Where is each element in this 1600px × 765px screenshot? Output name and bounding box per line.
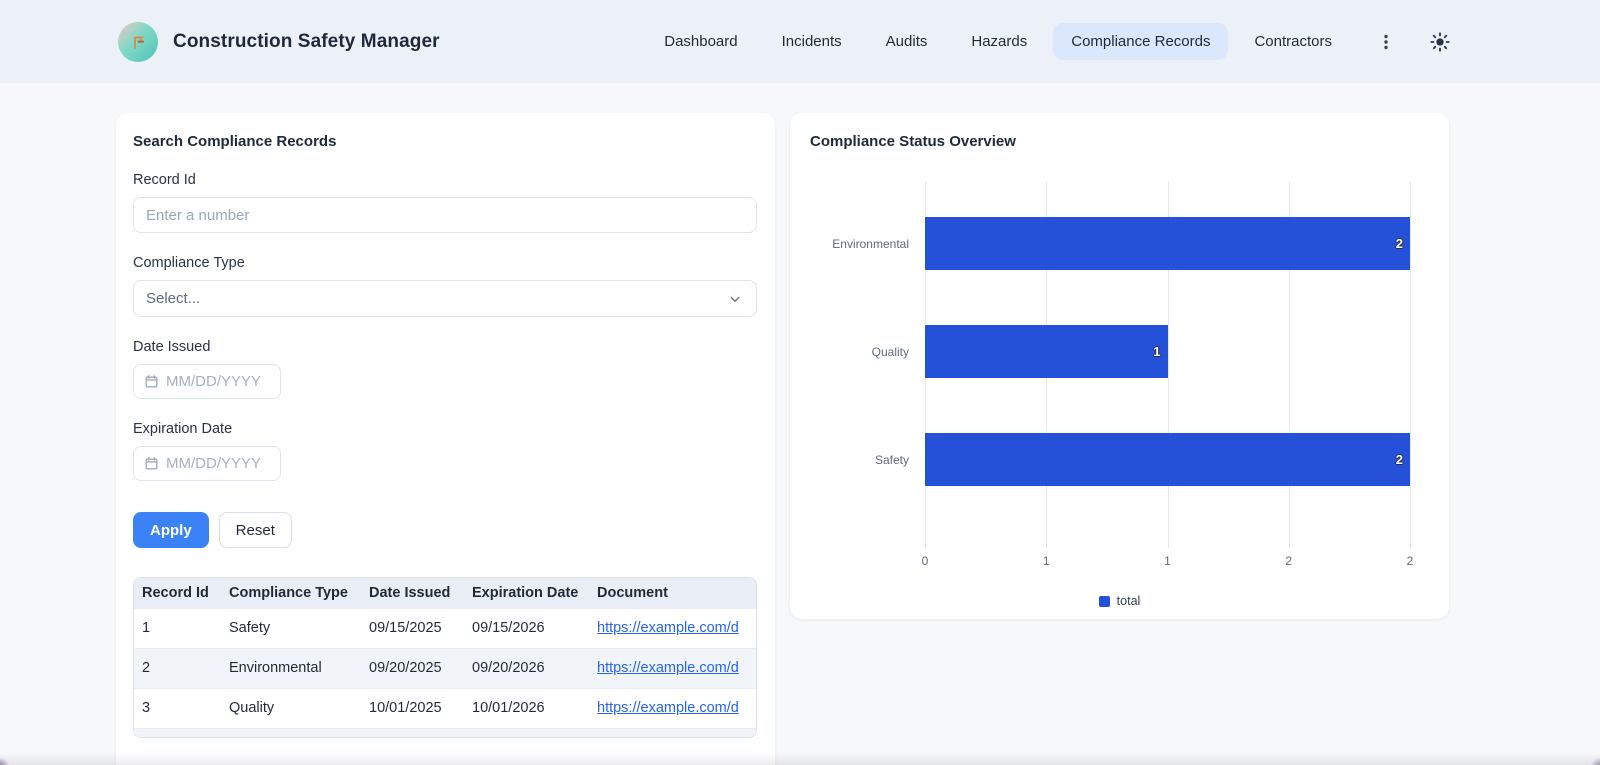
bar-environmental[interactable]: 2 bbox=[925, 217, 1410, 270]
chart-plot-area: 2 1 2 0 1 1 2 2 bbox=[921, 182, 1414, 570]
table-header-row: Record Id Compliance Type Date Issued Expir… bbox=[134, 578, 756, 608]
table-row: 3 Quality 10/01/2025 10/01/2026 https://exam… bbox=[134, 687, 756, 728]
bar-row-environmental: 2 bbox=[925, 190, 1410, 298]
record-id-field-group: Record Id bbox=[133, 172, 758, 233]
x-tick-label: 1 bbox=[1164, 554, 1171, 568]
chart-x-axis: 0 1 1 2 2 bbox=[921, 554, 1414, 570]
cell: 09/20/2026 bbox=[464, 647, 589, 688]
chart-y-axis-labels: Environmental Quality Safety bbox=[810, 190, 925, 570]
expiration-date-input[interactable] bbox=[166, 455, 266, 472]
nav-item-dashboard[interactable]: Dashboard bbox=[664, 33, 738, 50]
table-row: 1 Safety 09/15/2025 09/15/2026 https://examp… bbox=[134, 607, 756, 648]
brand: Construction Safety Manager bbox=[118, 21, 440, 62]
cell: 1 bbox=[134, 607, 221, 648]
document-link[interactable]: https://example.com/d bbox=[597, 620, 739, 636]
bar-value-label: 2 bbox=[1395, 452, 1403, 467]
x-tick-label: 1 bbox=[1042, 554, 1050, 568]
column-header-compliance-type: Compliance Type bbox=[221, 578, 361, 608]
chart-gridline bbox=[1167, 182, 1169, 548]
bar-quality[interactable]: 1 bbox=[925, 325, 1168, 378]
compliance-type-selected-value: Select... bbox=[146, 290, 201, 307]
record-id-input[interactable] bbox=[133, 197, 757, 233]
cell: 3 bbox=[134, 687, 221, 728]
main-nav: Dashboard Incidents Audits Hazards Complianc… bbox=[646, 23, 1350, 60]
x-tick-label: 0 bbox=[921, 554, 929, 568]
expiration-date-label: Expiration Date bbox=[133, 421, 233, 437]
nav-item-audits[interactable]: Audits bbox=[885, 33, 928, 50]
nav-item-incidents[interactable]: Incidents bbox=[781, 33, 842, 50]
cell: 09/15/2025 bbox=[361, 607, 464, 648]
apply-button[interactable]: Apply bbox=[133, 512, 209, 548]
bar-row-safety: 2 bbox=[925, 406, 1410, 514]
compliance-records-table: Record Id Compliance Type Date Issued Expir… bbox=[134, 578, 756, 737]
nav-item-hazards[interactable]: Hazards bbox=[971, 33, 1028, 50]
cell: Safety bbox=[221, 607, 361, 648]
table-row: 2 Environmental 09/20/2025 09/20/2026 https:… bbox=[134, 647, 756, 688]
column-header-record-id: Record Id bbox=[134, 578, 221, 608]
chart-gridline bbox=[1410, 182, 1411, 548]
date-issued-label: Date Issued bbox=[133, 339, 211, 355]
crane-icon bbox=[134, 36, 144, 49]
reset-button[interactable]: Reset bbox=[218, 512, 292, 548]
sun-icon bbox=[1430, 31, 1450, 52]
column-header-document: Document bbox=[589, 578, 756, 608]
legend-swatch-total bbox=[1098, 595, 1110, 607]
x-tick-label: 2 bbox=[1285, 554, 1293, 568]
y-axis-label-safety: Safety bbox=[874, 453, 909, 467]
column-header-expiration-date: Expiration Date bbox=[464, 578, 589, 608]
cell: 09/20/2025 bbox=[361, 647, 464, 688]
bar-value-label: 2 bbox=[1395, 236, 1403, 251]
expiration-date-datebox bbox=[133, 446, 281, 481]
document-link[interactable]: https://example.com/d bbox=[597, 700, 739, 716]
chart-title: Compliance Status Overview bbox=[810, 133, 1016, 150]
expiration-date-field-group: Expiration Date bbox=[133, 421, 758, 481]
calendar-icon bbox=[145, 375, 158, 388]
cell: Environmental bbox=[221, 647, 361, 688]
y-axis-label-environmental: Environmental bbox=[832, 237, 909, 251]
filter-buttons: Apply Reset bbox=[133, 512, 758, 548]
cell: Quality bbox=[221, 687, 361, 728]
date-issued-field-group: Date Issued bbox=[133, 339, 758, 399]
bar-safety[interactable]: 2 bbox=[925, 433, 1410, 486]
date-issued-datebox bbox=[133, 364, 281, 399]
y-axis-label-quality: Quality bbox=[871, 345, 909, 359]
cell-document: https://example.com/d bbox=[589, 687, 756, 728]
theme-toggle-button[interactable] bbox=[1426, 28, 1454, 56]
cell-document: https://example.com/d bbox=[589, 607, 756, 648]
compliance-type-select[interactable]: Select... bbox=[133, 280, 757, 317]
app-logo bbox=[118, 21, 158, 62]
document-link[interactable]: https://example.com/d bbox=[597, 660, 739, 676]
chevron-down-icon bbox=[730, 296, 740, 302]
column-header-date-issued: Date Issued bbox=[361, 578, 464, 608]
calendar-icon bbox=[145, 457, 158, 470]
chart-legend: total bbox=[810, 594, 1429, 608]
bar-chart: Environmental Quality Safety 2 1 2 0 1 1 2 2 bbox=[810, 182, 1429, 570]
search-card-title: Search Compliance Records bbox=[133, 133, 337, 150]
cell-document: https://example.com/d bbox=[589, 647, 756, 688]
chart-gridline bbox=[1288, 182, 1290, 548]
record-id-label: Record Id bbox=[133, 172, 196, 188]
cell: 10/01/2025 bbox=[361, 687, 464, 728]
compliance-type-label: Compliance Type bbox=[133, 255, 245, 271]
compliance-chart-card: Compliance Status Overview Environmental… bbox=[790, 113, 1449, 619]
table-row-partial bbox=[134, 727, 756, 737]
compliance-records-table-wrap: Record Id Compliance Type Date Issued Expir… bbox=[133, 577, 757, 738]
cell: 10/01/2026 bbox=[464, 687, 589, 728]
x-tick-label: 2 bbox=[1406, 554, 1414, 568]
search-compliance-card: Search Compliance Records Record Id Comp… bbox=[116, 113, 775, 765]
bar-row-quality: 1 bbox=[925, 298, 1410, 406]
app-title: Construction Safety Manager bbox=[173, 30, 440, 52]
overflow-menu-button[interactable] bbox=[1372, 28, 1400, 56]
nav-extra bbox=[1372, 28, 1454, 56]
app-header: Construction Safety Manager Dashboard Inc… bbox=[0, 0, 1600, 83]
kebab-icon bbox=[1384, 34, 1388, 49]
date-issued-input[interactable] bbox=[166, 373, 266, 390]
nav-item-contractors[interactable]: Contractors bbox=[1254, 33, 1332, 50]
cell: 2 bbox=[134, 647, 221, 688]
compliance-type-field-group: Compliance Type Select... bbox=[133, 255, 758, 317]
bar-value-label: 1 bbox=[1153, 344, 1161, 359]
nav-item-compliance-records[interactable]: Compliance Records bbox=[1053, 23, 1229, 60]
cell: 09/15/2026 bbox=[464, 607, 589, 648]
legend-label-total: total bbox=[1116, 594, 1141, 608]
